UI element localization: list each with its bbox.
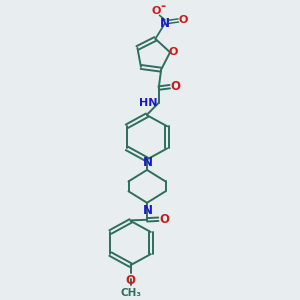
Text: O: O: [171, 80, 181, 93]
Text: O: O: [169, 47, 178, 57]
Text: O: O: [159, 213, 169, 226]
Text: HN: HN: [139, 98, 158, 108]
Text: O: O: [178, 16, 188, 26]
Text: O: O: [126, 274, 136, 287]
Text: CH₃: CH₃: [120, 288, 141, 298]
Text: N: N: [160, 17, 170, 30]
Text: N: N: [142, 204, 153, 217]
Text: O: O: [152, 6, 161, 16]
Text: N: N: [142, 156, 153, 169]
Text: -: -: [160, 0, 166, 13]
